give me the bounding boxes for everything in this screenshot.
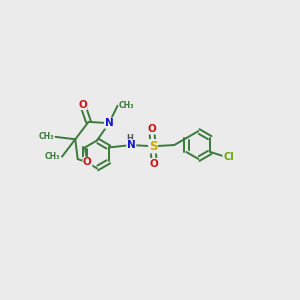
Text: CH₃: CH₃ [38,132,54,141]
Text: N: N [127,140,136,150]
Text: S: S [149,140,157,153]
Text: O: O [83,158,92,167]
Text: O: O [150,159,159,169]
Text: CH₃: CH₃ [45,152,61,161]
Text: O: O [147,124,156,134]
Text: Cl: Cl [223,152,234,162]
Text: H: H [126,134,133,143]
Text: N: N [105,118,113,128]
Text: CH₃: CH₃ [119,101,134,110]
Text: O: O [78,100,87,110]
